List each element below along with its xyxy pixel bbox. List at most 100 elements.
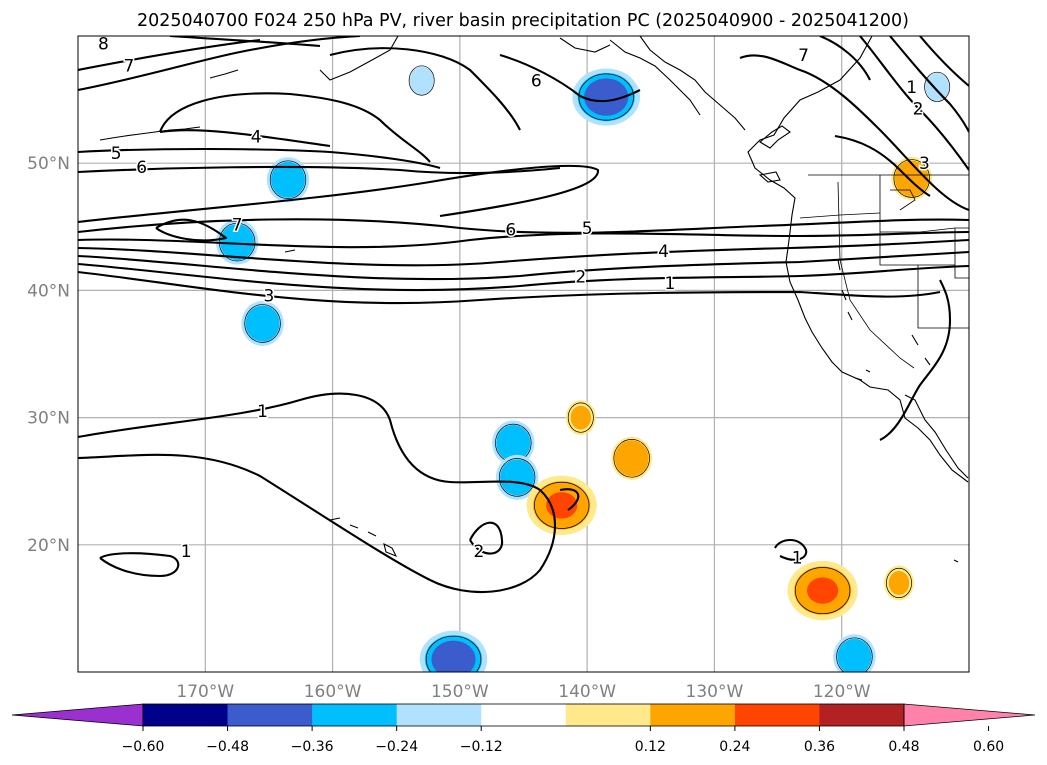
- contour-label: 3: [919, 154, 930, 174]
- colorbar-bin: [227, 704, 313, 726]
- precip-anomaly-negative: [924, 71, 951, 102]
- colorbar-bin: [650, 704, 736, 726]
- contour-label: 2: [913, 100, 924, 120]
- lon-tick-label: 140°W: [558, 682, 616, 702]
- precip-anomaly-negative: [572, 68, 641, 126]
- precip-outline: [613, 439, 650, 478]
- contour-label: 6: [531, 72, 542, 92]
- colorbar: −0.60 −0.48 −0.36 −0.24 −0.12 0.12 0.24 0.36 0.4…: [11, 703, 1036, 755]
- contour-label: 3: [264, 286, 275, 306]
- precip-anomaly-positive: [787, 560, 858, 621]
- contour-label: 1: [181, 542, 192, 562]
- colorbar-tick-label: −0.60: [122, 739, 165, 755]
- axis-tick-labels: 170°W 160°W 150°W 140°W 130°W 120°W 20°N 30°N 40…: [27, 154, 871, 702]
- contour-label: 5: [111, 144, 122, 164]
- precip-outline: [893, 159, 930, 198]
- colorbar-bin: [819, 704, 905, 726]
- precip-shade: [245, 305, 280, 342]
- colorbar-tick-label: 0.48: [888, 739, 919, 755]
- precip-outline: [567, 402, 594, 433]
- map-title: 2025040700 F024 250 hPa PV, river basin …: [137, 11, 909, 31]
- contour-label: 7: [124, 56, 135, 76]
- precip-shade: [584, 78, 629, 116]
- colorbar-tick-label: −0.36: [291, 739, 334, 755]
- lon-tick-label: 130°W: [686, 682, 744, 702]
- lat-tick-label: 20°N: [27, 536, 70, 556]
- precip-anomaly-negative: [833, 634, 876, 672]
- contour-label: 1: [257, 402, 268, 422]
- precip-outline: [794, 567, 851, 615]
- coastlines: [99, 36, 969, 563]
- colorbar-tick-label: 0.60: [973, 739, 1004, 755]
- precip-shade: [500, 459, 535, 496]
- precip-anomaly-positive: [526, 475, 597, 536]
- colorbar-bin: [143, 704, 229, 726]
- precipitation-shading: [215, 65, 951, 672]
- precip-outline: [425, 635, 482, 672]
- colorbar-frame: [142, 703, 905, 727]
- colorbar-bin: [312, 704, 398, 726]
- precip-anomaly-positive: [611, 436, 653, 480]
- colorbar-bin: [396, 704, 482, 726]
- contour-label: 2: [474, 542, 485, 562]
- colorbar-tick-label: 0.24: [719, 739, 750, 755]
- contour-label: 8: [98, 35, 109, 55]
- lat-tick-label: 50°N: [27, 154, 70, 174]
- precip-outline: [578, 73, 634, 121]
- colorbar-extend-low: [11, 703, 144, 727]
- lat-tick-label: 40°N: [27, 281, 70, 301]
- precip-anomaly-negative: [241, 300, 284, 346]
- colorbar-extend-high: [903, 703, 1036, 727]
- contour-label: 6: [136, 158, 147, 178]
- contour-label: 1: [792, 549, 803, 569]
- colorbar-bin: [565, 704, 651, 726]
- precip-anomaly-negative: [266, 157, 310, 203]
- colorbar-tick-label: −0.12: [460, 739, 503, 755]
- precip-shade: [570, 405, 591, 430]
- colorbar-tick-label: −0.48: [206, 739, 249, 755]
- precip-anomaly-positive: [883, 565, 914, 601]
- lon-tick-label: 160°W: [304, 682, 362, 702]
- precip-anomaly-positive: [565, 400, 596, 436]
- precip-shade: [431, 640, 476, 672]
- map-frame: [77, 35, 970, 673]
- contour-label: 7: [232, 215, 243, 235]
- contour-label: 1: [906, 78, 917, 98]
- precip-outline: [836, 637, 873, 672]
- contour-label: 5: [582, 219, 593, 239]
- precip-shade: [614, 440, 649, 477]
- colorbar-bin: [481, 704, 567, 726]
- lat-tick-label: 30°N: [27, 409, 70, 429]
- lon-tick-label: 150°W: [431, 682, 489, 702]
- precip-shade: [807, 577, 839, 604]
- precip-shade: [837, 638, 872, 672]
- precip-shade: [888, 571, 910, 595]
- contour-label: 1: [664, 274, 675, 294]
- precip-anomaly-negative: [419, 630, 488, 672]
- precip-outline: [886, 567, 912, 599]
- colorbar-bin: [734, 704, 820, 726]
- precip-anomaly-negative: [495, 454, 539, 500]
- precip-outline: [269, 160, 307, 199]
- precip-shade: [925, 72, 950, 101]
- precip-outline: [924, 71, 951, 102]
- colorbar-tick-label: 0.12: [635, 739, 666, 755]
- lon-tick-label: 170°W: [176, 682, 234, 702]
- precip-anomaly-negative: [492, 420, 535, 466]
- colorbar-tick-label: −0.24: [375, 739, 418, 755]
- colorbar-tick-label: 0.36: [804, 739, 835, 755]
- precip-shade: [496, 425, 531, 462]
- precip-shade: [271, 161, 306, 198]
- contour-label: 4: [251, 127, 262, 147]
- precip-outline: [244, 304, 281, 343]
- precip-shade: [220, 224, 255, 261]
- contour-label: 2: [575, 267, 586, 287]
- contour-label: 7: [798, 46, 809, 66]
- contour-label: 4: [658, 242, 669, 262]
- precip-outline: [534, 481, 590, 529]
- contour-label: 6: [505, 220, 516, 240]
- precip-shade: [409, 66, 434, 95]
